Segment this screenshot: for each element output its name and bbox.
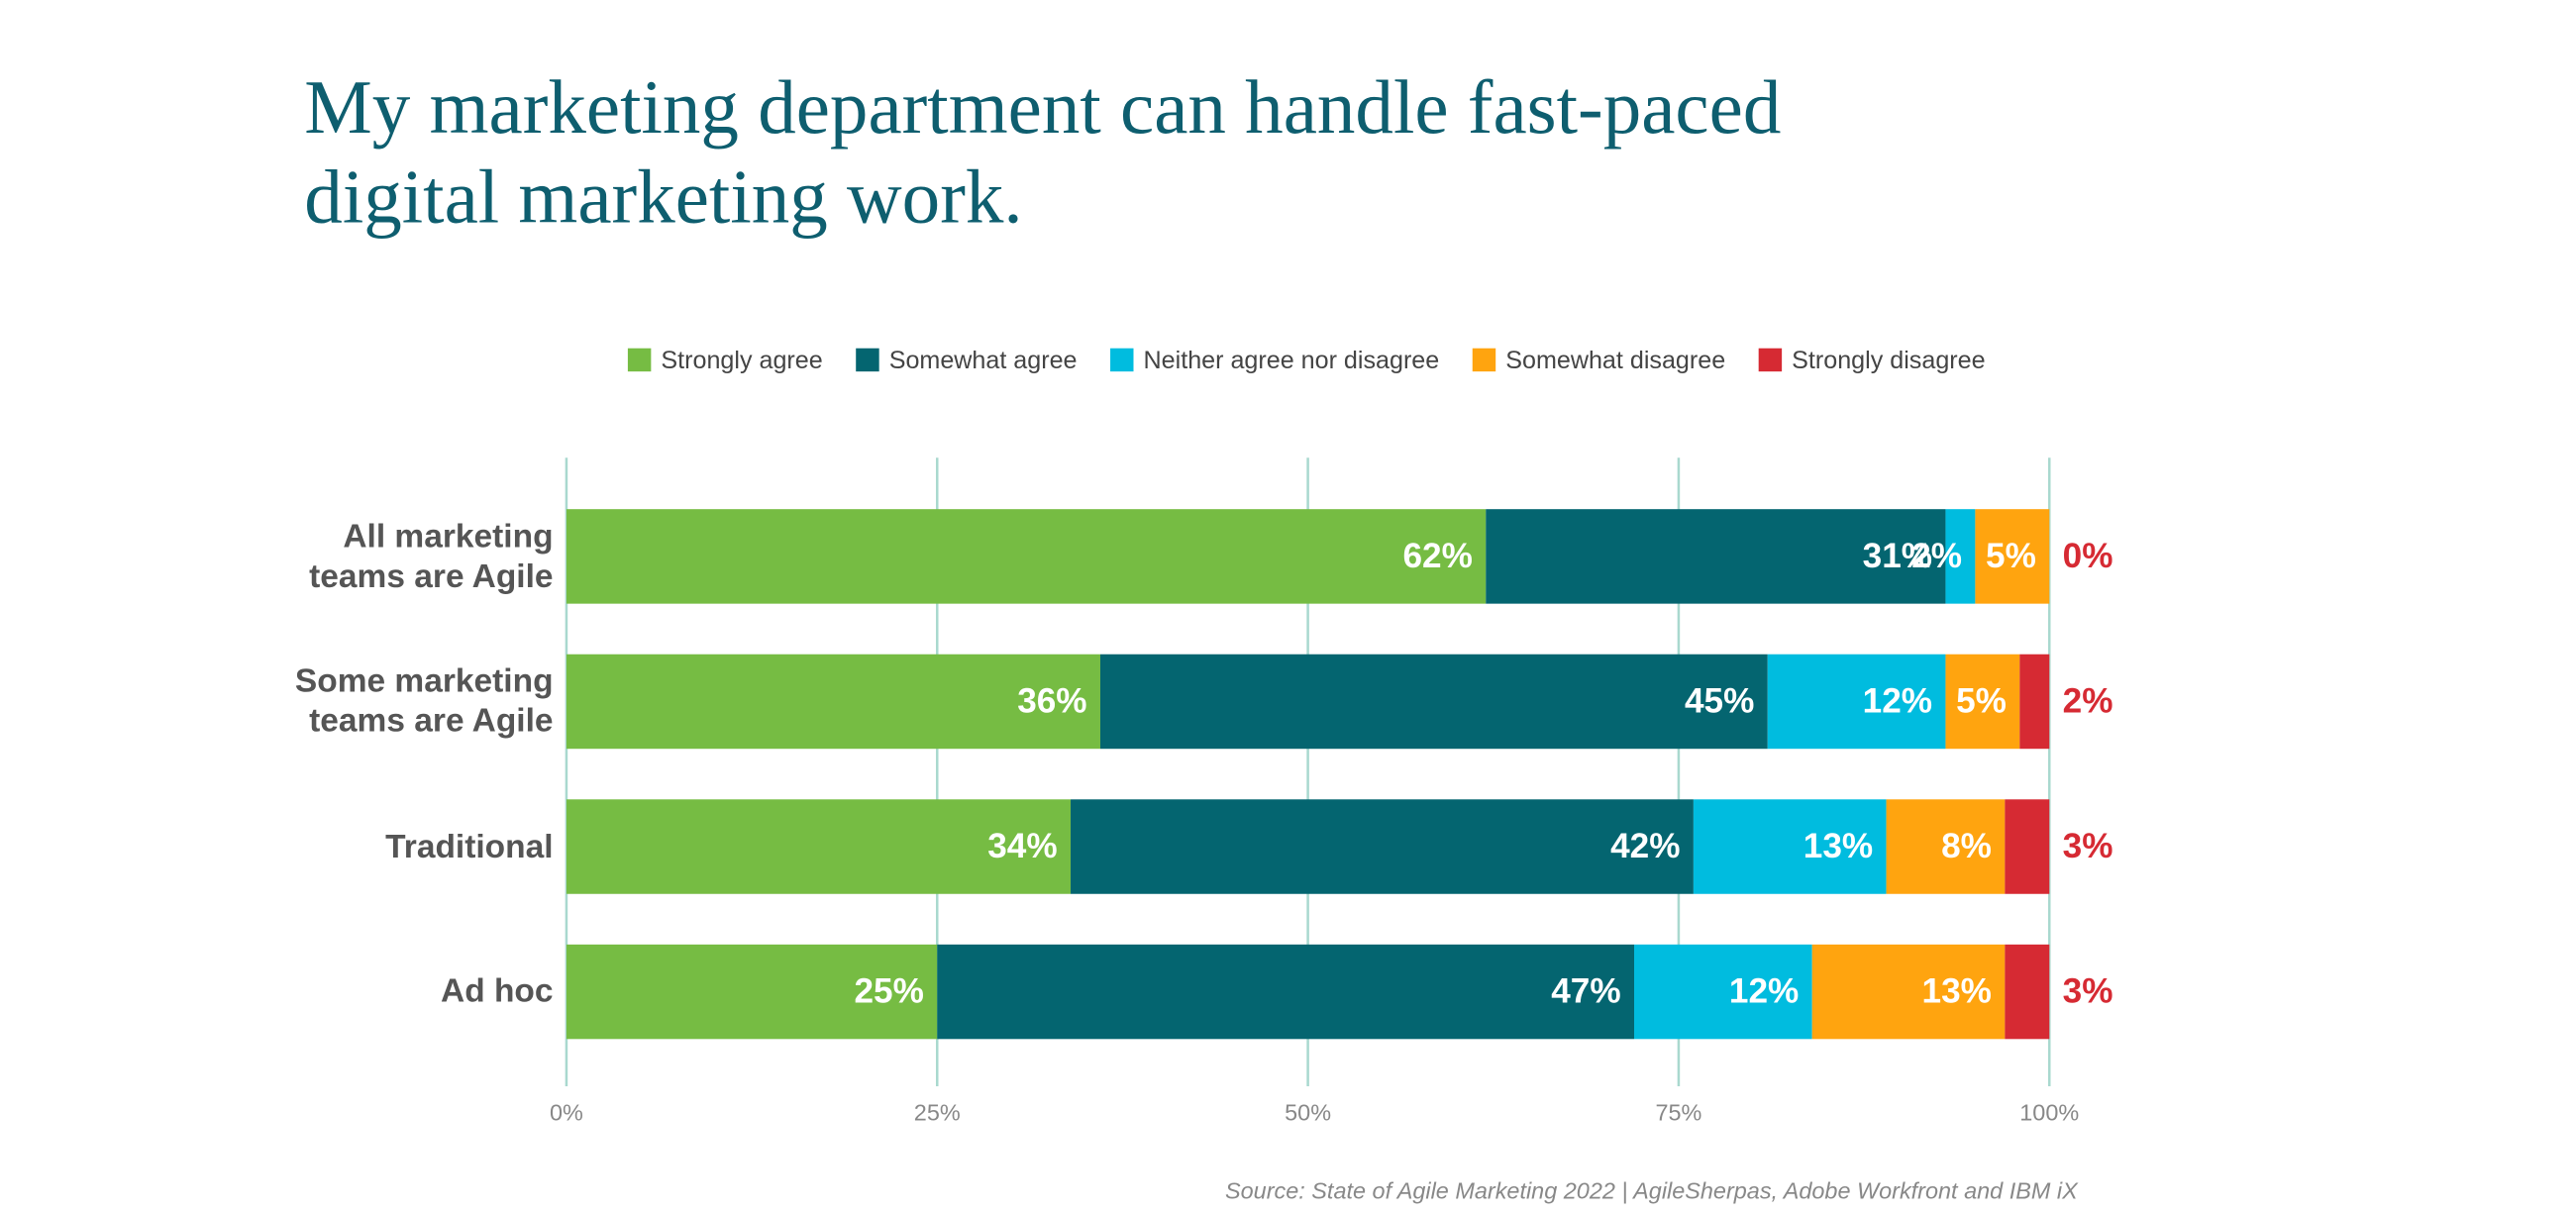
x-tick-label: 75% <box>1655 1100 1701 1126</box>
value-label: 5% <box>1986 537 2036 575</box>
value-label: 2% <box>2063 681 2113 720</box>
value-label: 5% <box>1956 681 2007 720</box>
x-tick-label: 100% <box>2019 1100 2079 1126</box>
y-tick-label: Traditional <box>385 828 554 865</box>
value-label: 12% <box>1863 681 1932 720</box>
legend-swatch <box>1472 348 1496 372</box>
bar-segment <box>1767 654 1946 750</box>
bar-segment <box>1886 799 2006 894</box>
value-label: 13% <box>1803 827 1873 865</box>
legend-swatch <box>1758 348 1783 372</box>
y-tick-label: Ad hoc <box>441 973 554 1010</box>
category-box: Ad hoc <box>258 926 554 1059</box>
source: Source: State of Agile Marketing 2022 | … <box>1225 1177 2079 1203</box>
y-tick-label: All marketing teams are Agile <box>309 518 554 595</box>
chart-title: My marketing department can handle fast-… <box>304 64 1782 240</box>
value-label: 34% <box>987 827 1057 865</box>
value-label: 62% <box>1403 537 1473 575</box>
bar-segment <box>566 654 1100 750</box>
legend-label: Somewhat agree <box>889 347 1078 374</box>
bar-segment <box>1975 509 2050 604</box>
title-box: My marketing department can handle fast-… <box>304 64 1782 240</box>
legend-label: Strongly disagree <box>1792 347 1985 374</box>
category-wrap: Ad hoc <box>258 926 554 1059</box>
bar-segment <box>1945 509 1976 604</box>
x-tick-label: 50% <box>1285 1100 1331 1126</box>
bar-segment <box>937 944 1635 1040</box>
x-tick-label: 0% <box>550 1100 583 1126</box>
bar-segment <box>1945 654 2020 750</box>
bar-segment <box>566 944 938 1040</box>
value-label: 2% <box>1911 537 1962 575</box>
bar-segment <box>1486 509 1946 604</box>
value-label: 13% <box>1922 972 1992 1011</box>
value-label: 8% <box>1941 827 1992 865</box>
bar-segment <box>2005 799 2050 894</box>
legend-label: Somewhat disagree <box>1505 347 1725 374</box>
value-label: 3% <box>2063 972 2113 1011</box>
legend-swatch <box>856 348 879 372</box>
bar-segment <box>1693 799 1887 894</box>
value-label: 0% <box>2063 537 2113 575</box>
legend-swatch <box>1110 348 1134 372</box>
bar-segment <box>566 509 1487 604</box>
category-box: All marketing teams are Agile <box>258 490 553 623</box>
bar-segment <box>2019 654 2050 750</box>
legend-swatch <box>627 348 652 372</box>
category-box: Some marketing teams are Agile <box>258 635 554 767</box>
legend-label: Strongly agree <box>661 347 822 374</box>
value-label: 47% <box>1551 972 1620 1011</box>
bar-segment <box>1099 654 1768 750</box>
bar-segment <box>566 799 1072 894</box>
bar-segment <box>1811 944 2006 1040</box>
category-wrap: All marketing teams are Agile <box>258 490 553 623</box>
legend-label: Neither agree nor disagree <box>1144 347 1440 374</box>
category-wrap: Traditional <box>258 780 553 913</box>
category-wrap: Some marketing teams are Agile <box>258 635 554 767</box>
value-label: 36% <box>1017 681 1086 720</box>
value-label: 42% <box>1610 827 1680 865</box>
bar-segment <box>1634 944 1812 1040</box>
value-label: 3% <box>2063 827 2113 865</box>
y-tick-label: Some marketing teams are Agile <box>294 662 554 740</box>
value-label: 12% <box>1729 972 1799 1011</box>
value-label: 25% <box>854 972 923 1011</box>
bar-segment <box>2005 944 2050 1040</box>
x-tick-label: 25% <box>914 1100 961 1126</box>
bar-segment <box>1071 799 1694 894</box>
category-box: Traditional <box>258 780 553 913</box>
value-label: 31% <box>1863 537 1932 575</box>
value-label: 45% <box>1685 681 1754 720</box>
